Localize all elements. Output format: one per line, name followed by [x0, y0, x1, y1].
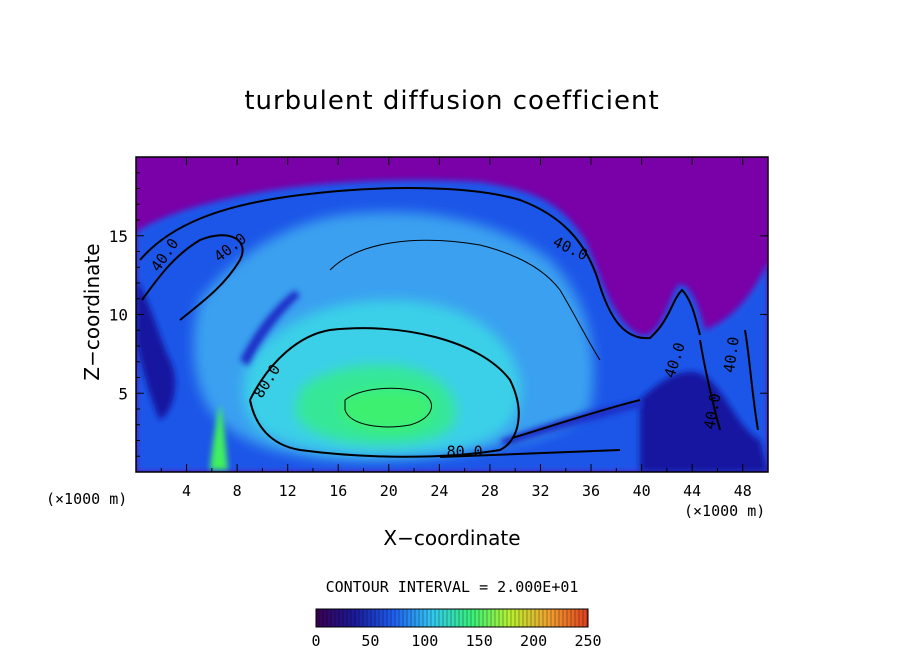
contour-streak [511, 399, 641, 439]
colorbar-ticks: 0 50 100 150 200 250 [311, 632, 601, 650]
y-tick-label: 5 [118, 384, 128, 403]
contour-right-1 [699, 339, 721, 431]
colorbar-rect [315, 608, 589, 628]
colorbar-tick-label: 250 [574, 632, 601, 650]
field-green-center [340, 389, 433, 431]
colorbar-tick-label: 100 [411, 632, 438, 650]
chart-title: turbulent diffusion coefficient [244, 86, 660, 116]
x-tick-label: 28 [481, 482, 499, 500]
field-darkblue-left [136, 280, 176, 420]
contour-40-outer [139, 187, 701, 340]
colorbar-stripes [318, 609, 588, 627]
x-unit-left: (×1000 m) [46, 490, 128, 508]
heatmap-field [136, 157, 768, 472]
y-tick-label: 15 [109, 227, 128, 246]
contour-interval-text: CONTOUR INTERVAL = 2.000E+01 [325, 578, 579, 596]
colorbar-tick-label: 0 [311, 632, 320, 650]
field-darkblue-right [640, 371, 768, 472]
x-tick-label: 16 [329, 482, 347, 500]
x-axis-label: X−coordinate [383, 526, 521, 550]
y-tick-label: 10 [109, 306, 128, 325]
x-tick-label: 8 [233, 482, 242, 500]
contour-40-left [141, 234, 244, 321]
contour-80-bottom [439, 449, 621, 458]
x-tick-label: 4 [182, 482, 191, 500]
contour-100-core [344, 387, 432, 428]
x-tick-label: 48 [734, 482, 752, 500]
x-tick-label: 40 [633, 482, 651, 500]
x-unit-right: (×1000 m) [684, 502, 766, 520]
field-streak-2 [240, 290, 300, 366]
field-green-streak [210, 405, 228, 470]
x-tick-label: 24 [430, 482, 448, 500]
colorbar-tick-label: 50 [361, 632, 379, 650]
contour-label: 40.0 [720, 336, 743, 374]
colorbar-tick-label: 150 [466, 632, 493, 650]
contour-label: 80.0 [447, 442, 483, 460]
contour-80-inner [249, 327, 520, 458]
x-tick-label: 12 [279, 482, 297, 500]
contour-thin-1 [329, 239, 601, 361]
x-tick-label: 32 [531, 482, 549, 500]
contour-lines [139, 187, 759, 458]
x-tick-label: 36 [582, 482, 600, 500]
x-tick-label: 44 [683, 482, 701, 500]
contour-right-2 [744, 329, 759, 431]
contour-label: 40.0 [701, 392, 725, 431]
colorbar-group: 0 50 100 150 200 250 [311, 608, 602, 650]
x-tick-label: 20 [380, 482, 398, 500]
colorbar-tick-label: 200 [520, 632, 547, 650]
field-streak-1 [500, 400, 645, 446]
